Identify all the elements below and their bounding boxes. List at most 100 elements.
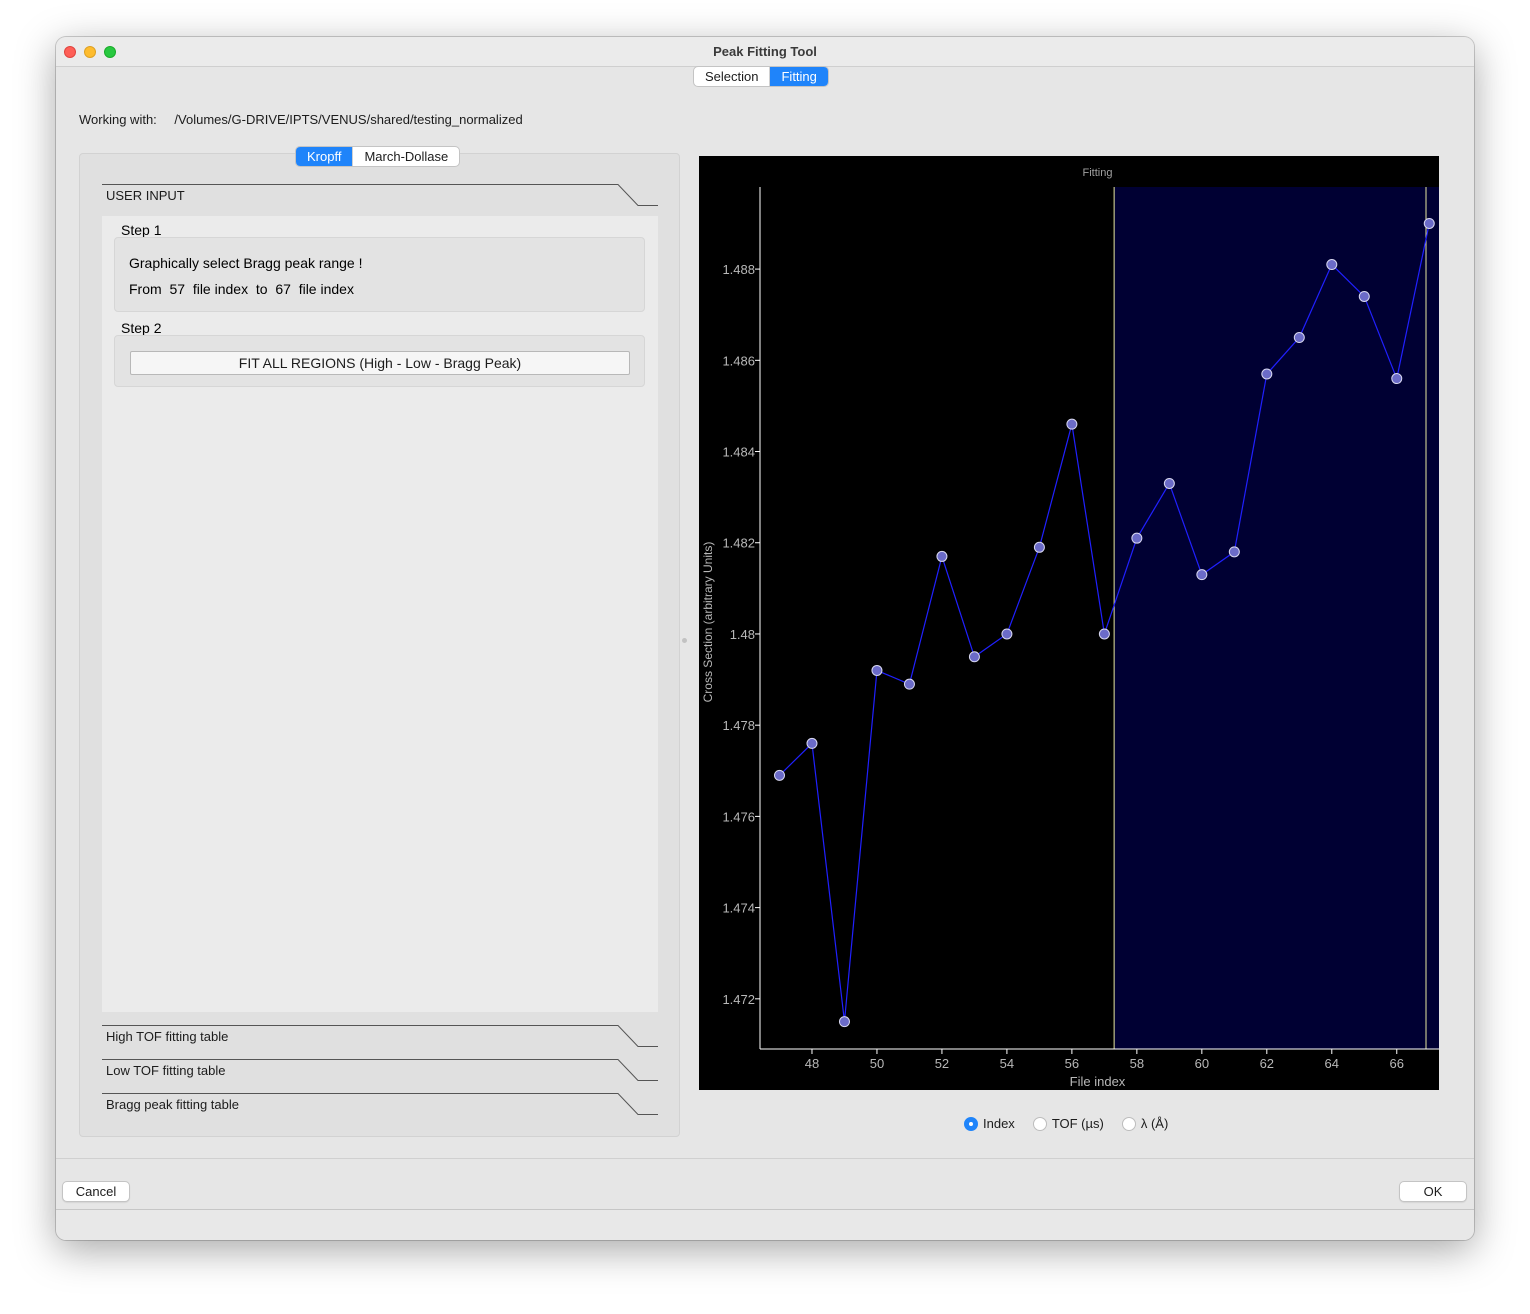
data-point <box>1196 569 1208 581</box>
data-point <box>1228 546 1240 558</box>
x-tick-label: 62 <box>1260 1056 1274 1071</box>
high-tof-table-header[interactable]: High TOF fitting table <box>102 1025 658 1047</box>
from-label: From <box>129 281 162 297</box>
cancel-button[interactable]: Cancel <box>62 1181 130 1202</box>
tab-march-dollase[interactable]: March-Dollase <box>364 149 449 164</box>
working-label: Working with: <box>79 112 157 127</box>
method-tab-bar: Kropff March-Dollase <box>295 146 461 167</box>
fit-all-regions-button[interactable]: FIT ALL REGIONS (High - Low - Bragg Peak… <box>130 351 630 375</box>
fitting-settings-panel: Kropff March-Dollase USER INPUT Step 1 G… <box>79 146 680 1137</box>
title-bar: Peak Fitting Tool <box>56 37 1474 67</box>
x-tick-label: 54 <box>1000 1056 1014 1071</box>
peak-fitting-window: Peak Fitting Tool Selection Fitting Work… <box>56 37 1474 1240</box>
y-tick-label: 1.478 <box>722 718 755 733</box>
user-input-header[interactable]: USER INPUT <box>102 184 658 206</box>
y-axis-label: Cross Section (arbitrary Units) <box>701 542 715 703</box>
data-point <box>1098 628 1110 640</box>
section-header-tab-shape <box>102 1093 658 1115</box>
low-tof-table-header[interactable]: Low TOF fitting table <box>102 1059 658 1081</box>
bragg-peak-table-label: Bragg peak fitting table <box>106 1097 239 1112</box>
minimize-window-button[interactable] <box>84 46 96 58</box>
data-point <box>1293 332 1305 344</box>
section-header-tab-shape <box>102 184 658 206</box>
data-point <box>903 678 915 690</box>
data-point <box>1163 477 1175 489</box>
section-header-tab-shape <box>102 1059 658 1081</box>
data-point <box>968 651 980 663</box>
step1-range: From 57 file index to 67 file index <box>129 281 354 297</box>
radio-index-label: Index <box>983 1116 1015 1131</box>
data-point <box>1033 541 1045 553</box>
data-point <box>1326 259 1338 271</box>
x-tick-label: 58 <box>1130 1056 1144 1071</box>
y-tick-label: 1.472 <box>722 992 755 1007</box>
close-window-button[interactable] <box>64 46 76 58</box>
chart-title: Fitting <box>1083 167 1113 179</box>
y-tick-label: 1.48 <box>730 627 755 642</box>
data-point <box>1358 290 1370 302</box>
ok-button[interactable]: OK <box>1399 1181 1467 1202</box>
user-input-body: Step 1 Graphically select Bragg peak ran… <box>102 216 658 1012</box>
y-tick-label: 1.488 <box>722 262 755 277</box>
x-tick-label: 56 <box>1065 1056 1079 1071</box>
low-tof-table-label: Low TOF fitting table <box>106 1063 226 1078</box>
step2-title: Step 2 <box>121 320 162 336</box>
radio-index-dot[interactable] <box>964 1116 978 1131</box>
to-label: to <box>255 281 268 297</box>
x-tick-label: 48 <box>805 1056 819 1071</box>
tab-fitting[interactable]: Fitting <box>770 67 828 86</box>
x-axis-selector: Index TOF (µs) λ (Å) <box>964 1116 1168 1131</box>
main-tab-bar: Selection Fitting <box>693 66 829 87</box>
data-point <box>1001 628 1013 640</box>
from-value: 57 <box>169 281 186 297</box>
selection-region <box>1114 187 1439 1049</box>
data-point <box>1131 532 1143 544</box>
step1-instruction: Graphically select Bragg peak range ! <box>129 255 363 271</box>
data-point <box>936 550 948 562</box>
working-directory: Working with: /Volumes/G-DRIVE/IPTS/VENU… <box>79 112 523 127</box>
data-point <box>1391 373 1403 385</box>
status-bar <box>56 1209 1474 1240</box>
x-tick-label: 64 <box>1325 1056 1339 1071</box>
to-unit: file index <box>298 281 354 297</box>
data-point <box>871 664 883 676</box>
data-point <box>1066 418 1078 430</box>
radio-tof[interactable]: TOF (µs) <box>1032 1116 1104 1131</box>
from-unit: file index <box>192 281 249 297</box>
tab-kropff[interactable]: Kropff <box>296 147 354 166</box>
radio-lambda[interactable]: λ (Å) <box>1121 1116 1169 1131</box>
x-tick-label: 66 <box>1390 1056 1404 1071</box>
step1-title: Step 1 <box>121 222 162 238</box>
radio-index[interactable]: Index <box>964 1116 1015 1131</box>
window-title: Peak Fitting Tool <box>713 44 817 59</box>
to-value: 67 <box>275 281 291 297</box>
radio-tof-label: TOF (µs) <box>1051 1116 1104 1131</box>
y-tick-label: 1.474 <box>722 901 755 916</box>
radio-lambda-label: λ (Å) <box>1140 1116 1169 1131</box>
section-header-tab-shape <box>102 1025 658 1047</box>
splitter-handle[interactable] <box>682 638 687 643</box>
maximize-window-button[interactable] <box>104 46 116 58</box>
x-axis-label: File index <box>1070 1074 1126 1089</box>
tab-selection[interactable]: Selection <box>694 67 771 86</box>
bragg-peak-table-header[interactable]: Bragg peak fitting table <box>102 1093 658 1115</box>
data-point <box>773 769 785 781</box>
step2-box: FIT ALL REGIONS (High - Low - Bragg Peak… <box>114 335 645 387</box>
radio-tof-dot[interactable] <box>1032 1116 1047 1131</box>
data-point <box>838 1016 850 1028</box>
x-tick-label: 50 <box>870 1056 884 1071</box>
y-tick-label: 1.486 <box>722 353 755 368</box>
fitting-chart-svg[interactable]: 48 50 52 54 56 58 60 62 64 66 1.472 1.474 1.476 1.478… <box>699 156 1439 1090</box>
x-tick-label: 52 <box>935 1056 949 1071</box>
step1-box: Graphically select Bragg peak range ! Fr… <box>114 237 645 312</box>
data-point <box>1423 217 1435 229</box>
user-input-title: USER INPUT <box>106 188 185 203</box>
high-tof-table-label: High TOF fitting table <box>106 1029 229 1044</box>
y-tick-label: 1.484 <box>722 445 755 460</box>
x-tick-label: 60 <box>1195 1056 1209 1071</box>
fitting-plot[interactable]: 48 50 52 54 56 58 60 62 64 66 1.472 1.474 1.476 1.478… <box>699 156 1439 1090</box>
working-path: /Volumes/G-DRIVE/IPTS/VENUS/shared/testi… <box>174 112 523 127</box>
data-point <box>806 737 818 749</box>
radio-lambda-dot[interactable] <box>1121 1116 1136 1131</box>
footer-divider <box>56 1158 1474 1159</box>
